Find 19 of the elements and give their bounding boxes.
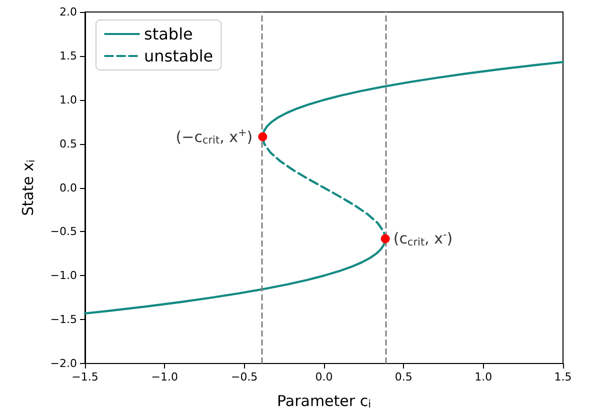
y-tick-label: 0.0 xyxy=(60,181,77,194)
x-tick-label: 1.0 xyxy=(474,370,492,384)
y-tick-label: −1.5 xyxy=(50,313,77,326)
y-tick-label: −0.5 xyxy=(50,225,77,238)
x-tick-label: 0.5 xyxy=(394,370,412,384)
x-tick-label: 0.0 xyxy=(315,370,333,384)
y-axis-title: State xi xyxy=(18,160,38,216)
y-tick-label: 1.0 xyxy=(60,93,77,106)
y-tick-label: −2.0 xyxy=(50,357,77,370)
y-tick-label: 2.0 xyxy=(60,6,77,18)
x-tick-label: −1.5 xyxy=(72,370,98,384)
y-tick-label: −1.0 xyxy=(50,269,77,282)
x-tick-label: −0.5 xyxy=(230,370,258,384)
x-tick-label: 1.5 xyxy=(554,370,572,384)
x-tick-label: −1.0 xyxy=(151,370,178,384)
legend-label: stable xyxy=(144,24,193,44)
y-tick-label: 1.5 xyxy=(60,49,77,62)
legend-label: unstable xyxy=(144,46,214,66)
y-tick-label: 0.5 xyxy=(60,137,77,150)
